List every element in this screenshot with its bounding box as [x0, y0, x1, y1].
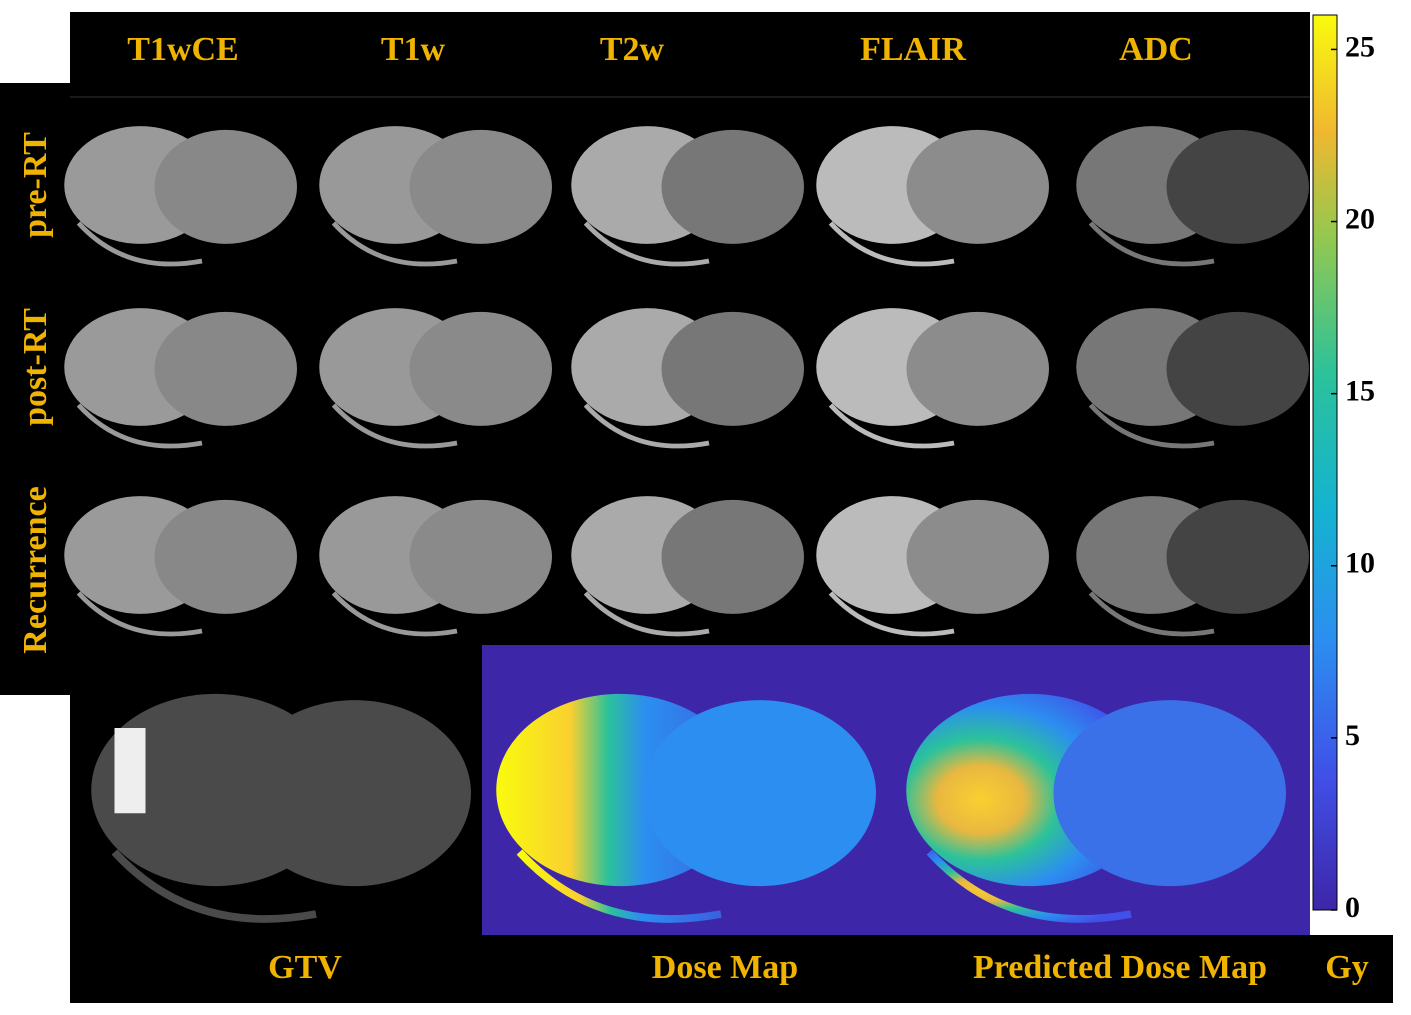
skull-rim: [828, 591, 955, 637]
skull-rim: [1088, 403, 1215, 449]
skull-rim: [828, 403, 955, 449]
colorbar-tick-label: 0: [1345, 891, 1360, 924]
mri-slice: [816, 496, 1049, 637]
colorbar-tick-label: 5: [1345, 719, 1360, 752]
skull-rim: [331, 221, 458, 267]
hemisphere: [643, 700, 876, 887]
hemisphere: [1053, 700, 1286, 887]
panel-label: GTV: [268, 949, 342, 986]
skull-rim: [828, 221, 955, 267]
colorbar-tick-label: 20: [1345, 202, 1375, 235]
hemisphere: [661, 129, 804, 244]
mri-slice: [64, 308, 297, 449]
mri-slice: [816, 308, 1049, 449]
skull-rim: [111, 849, 317, 923]
hemisphere: [906, 129, 1049, 244]
header-band: [70, 12, 1310, 98]
panel-label: Dose Map: [652, 949, 798, 986]
unit-box: [1310, 935, 1393, 1003]
hemisphere: [409, 311, 552, 426]
skull-rim: [583, 403, 710, 449]
skull-rim: [516, 849, 722, 923]
skull-rim: [583, 221, 710, 267]
hemisphere: [1166, 311, 1309, 426]
hemisphere: [906, 311, 1049, 426]
mri-slice: [319, 308, 552, 449]
row-label: Recurrence: [17, 486, 54, 653]
hemisphere: [661, 311, 804, 426]
hemisphere: [409, 129, 552, 244]
colorbar-tick-label: 10: [1345, 547, 1375, 580]
dose-slice: [496, 693, 876, 923]
skull-rim: [583, 591, 710, 637]
mri-slice: [319, 126, 552, 267]
skull-rim: [331, 403, 458, 449]
skull-rim: [76, 591, 203, 637]
skull-rim: [76, 221, 203, 267]
row-label: post-RT: [17, 308, 54, 426]
hemisphere: [661, 499, 804, 614]
colorbar-unit: Gy: [1325, 949, 1368, 986]
mri-slice: [816, 126, 1049, 267]
column-label: T1wCE: [127, 31, 238, 68]
hemisphere: [238, 700, 471, 887]
mri-slice: [1076, 126, 1309, 267]
column-label: T1w: [381, 31, 446, 68]
hemisphere: [154, 499, 297, 614]
mri-slice: [319, 496, 552, 637]
skull-rim: [76, 403, 203, 449]
mri-slice: [571, 126, 804, 267]
colorbar: [1312, 14, 1338, 911]
hemisphere: [154, 129, 297, 244]
mri-slice: [64, 126, 297, 267]
column-label: FLAIR: [860, 31, 966, 68]
column-label: T2w: [600, 31, 665, 68]
skull-rim: [1088, 591, 1215, 637]
row-label: pre-RT: [17, 132, 54, 238]
mri-slice: [64, 496, 297, 637]
colorbar-tick-label: 15: [1345, 375, 1375, 408]
skull-rim: [1088, 221, 1215, 267]
mri-slice: [1076, 308, 1309, 449]
gtv-slice: [91, 693, 471, 923]
hemisphere: [1166, 129, 1309, 244]
panel-label: Predicted Dose Map: [973, 949, 1267, 986]
gtv-region: [114, 728, 146, 814]
mri-slice: [571, 308, 804, 449]
predicted-dose-slice: [906, 693, 1286, 923]
panel-label-band: [70, 935, 1310, 1003]
brain-images: [64, 126, 1309, 923]
hemisphere: [1166, 499, 1309, 614]
labels: T1wCE T1w T2w FLAIR ADC pre-RT post-RT Recurren…: [17, 30, 1375, 985]
mri-slice: [571, 496, 804, 637]
skull-rim: [926, 849, 1132, 923]
hemisphere: [154, 311, 297, 426]
skull-rim: [331, 591, 458, 637]
hemisphere: [409, 499, 552, 614]
column-label: ADC: [1119, 31, 1193, 68]
mri-slice: [1076, 496, 1309, 637]
colorbar-tick-label: 25: [1345, 30, 1375, 63]
row-label-band: [0, 83, 70, 695]
hemisphere: [906, 499, 1049, 614]
